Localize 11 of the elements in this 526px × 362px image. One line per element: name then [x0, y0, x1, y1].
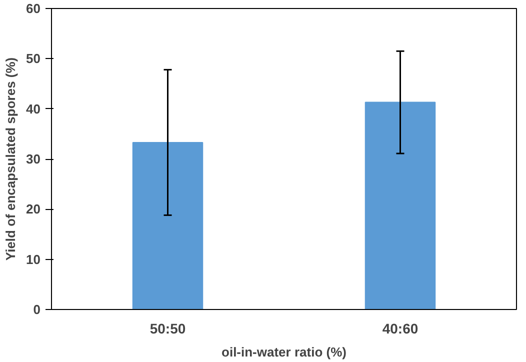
y-tick-label: 10 [26, 252, 41, 267]
y-tick-label: 0 [33, 302, 41, 317]
y-tick-label: 50 [26, 51, 41, 66]
x-tick-label: 50:50 [150, 320, 186, 336]
y-tick-label: 40 [26, 101, 41, 116]
y-tick-label: 60 [26, 1, 41, 16]
y-axis-title: Yield of encapsulated spores (%) [3, 57, 18, 261]
x-axis-title: oil-in-water ratio (%) [222, 344, 346, 360]
x-tick-label: 40:60 [382, 320, 418, 336]
y-tick-label: 30 [26, 152, 41, 166]
y-tick-label: 20 [26, 202, 41, 217]
